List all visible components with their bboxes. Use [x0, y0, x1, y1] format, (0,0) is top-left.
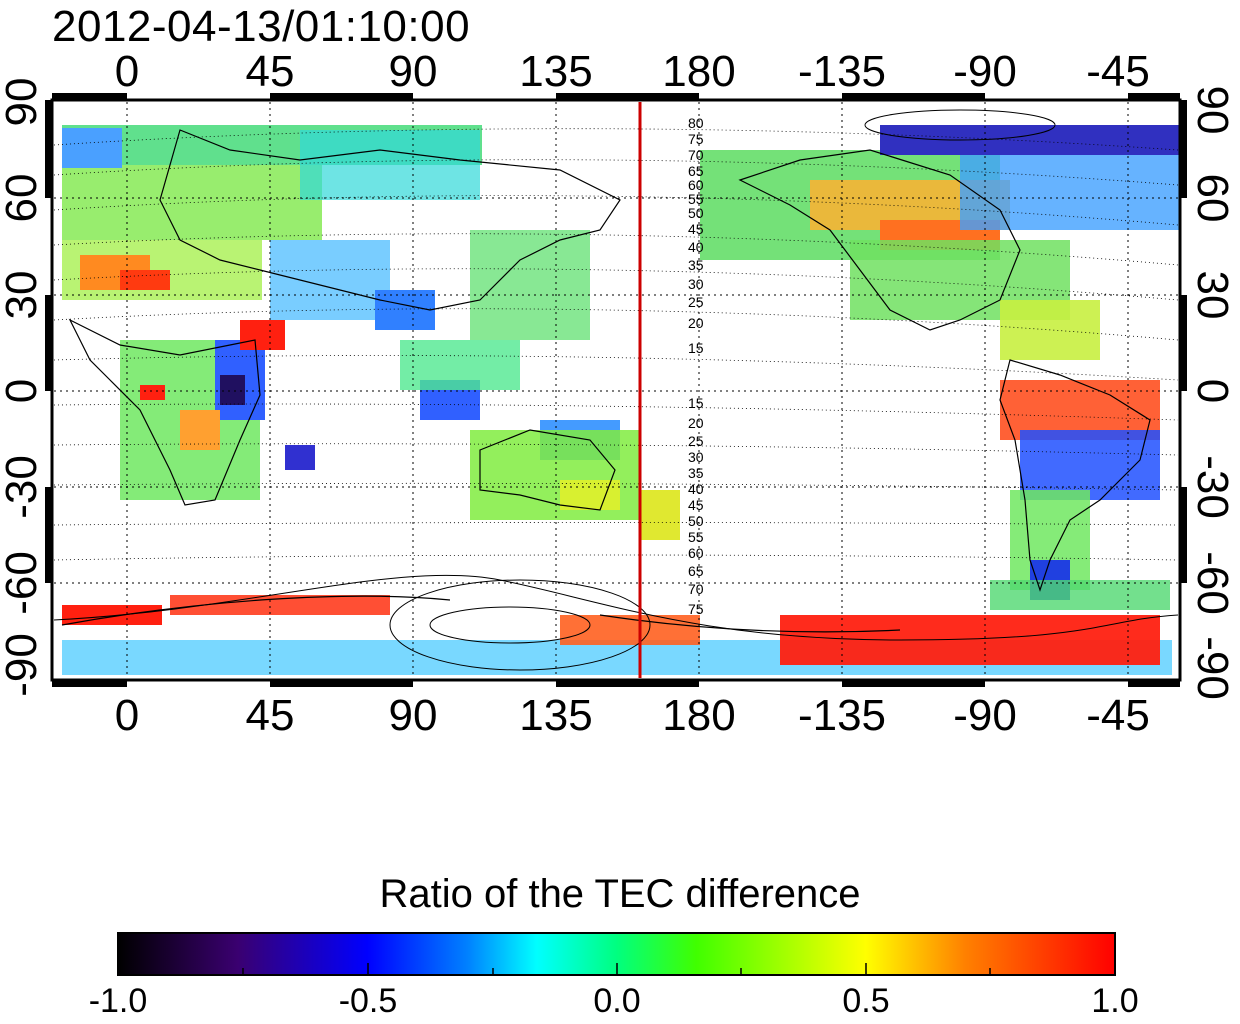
lat-tick-label: 90 [1188, 86, 1237, 135]
lon-tick-label: -90 [953, 47, 1017, 96]
lat-tick-label: -90 [0, 633, 46, 697]
contour-label: 40 [688, 481, 704, 497]
lat-tick-label: -90 [1188, 636, 1237, 700]
contour-label: 60 [688, 177, 704, 193]
lon-tick-label: 0 [115, 47, 139, 96]
contour-label: 70 [688, 147, 704, 163]
left-lat-axis: 90 60 30 0 -30 -60 -90 [0, 78, 46, 697]
lat-tick-label: 30 [1188, 271, 1237, 320]
lon-tick-label: 90 [389, 47, 438, 96]
lon-tick-label: 180 [662, 47, 735, 96]
colorbar-title: Ratio of the TEC difference [379, 872, 861, 916]
contour-label: 80 [688, 115, 704, 131]
lon-tick-label: 45 [246, 47, 295, 96]
lat-tick-label: 60 [1188, 174, 1237, 223]
lat-tick-label: 0 [1188, 379, 1237, 403]
lon-tick-label: 90 [389, 691, 438, 740]
coastlines [61, 129, 1151, 633]
magnetic-latitude-contours [53, 109, 1179, 671]
lat-tick-label: 60 [0, 174, 46, 223]
contour-label: 35 [688, 465, 704, 481]
lat-tick-label: 0 [0, 379, 46, 403]
contour-label: 25 [688, 433, 704, 449]
lon-tick-label: -90 [953, 691, 1017, 740]
contour-label: 15 [688, 395, 704, 411]
lat-tick-label: -60 [1188, 551, 1237, 615]
contour-label: 45 [688, 497, 704, 513]
contour-label: 45 [688, 221, 704, 237]
lon-tick-label: 45 [246, 691, 295, 740]
contour-label: 40 [688, 239, 704, 255]
lon-tick-label: 135 [519, 691, 592, 740]
contour-label: 35 [688, 257, 704, 273]
colorbar-tick-label: 1.0 [1091, 982, 1139, 1020]
contour-label: 75 [688, 131, 704, 147]
contour-label: 70 [688, 581, 704, 597]
timestamp-title: 2012-04-13/01:10:00 [52, 2, 471, 51]
lon-tick-label: 135 [519, 47, 592, 96]
contour-label: 15 [688, 340, 704, 356]
bottom-lon-axis: 0 45 90 135 180 -135 -90 -45 [115, 691, 1150, 740]
contour-label: 50 [688, 205, 704, 221]
lon-tick-label: 180 [662, 691, 735, 740]
lat-tick-label: -30 [1188, 455, 1237, 519]
contour-label: 65 [688, 563, 704, 579]
contour-label: 65 [688, 163, 704, 179]
lon-tick-label: -45 [1086, 47, 1150, 96]
contour-label: 20 [688, 315, 704, 331]
lon-tick-label: -45 [1086, 691, 1150, 740]
contour-label: 55 [688, 191, 704, 207]
lat-tick-label: 30 [0, 271, 46, 320]
tec-data-layer [62, 125, 1180, 675]
contour-labels: 80 75 70 65 60 55 50 45 40 35 30 25 20 1… [688, 115, 704, 617]
colorbar-tick-label: 0.5 [842, 982, 890, 1020]
top-lon-axis: 0 45 90 135 180 -135 -90 -45 [115, 47, 1150, 96]
colorbar-tick-label: -1.0 [88, 982, 148, 1020]
contour-label: 75 [688, 601, 704, 617]
lon-tick-label: 0 [115, 691, 139, 740]
contour-label: 25 [688, 294, 704, 310]
contour-label: 30 [688, 449, 704, 465]
colorbar-tick-label: -0.5 [338, 982, 398, 1020]
contour-label: 55 [688, 529, 704, 545]
contour-label: 50 [688, 513, 704, 529]
axis-frame-bars [45, 93, 1187, 687]
lon-tick-label: -135 [798, 47, 886, 96]
colorbar-tick-label: 0.0 [593, 982, 641, 1020]
map-grid [54, 102, 1178, 678]
right-lat-axis: 90 60 30 0 -30 -60 -90 [1188, 86, 1237, 700]
lat-tick-label: -60 [0, 551, 46, 615]
lat-tick-label: -30 [0, 455, 46, 519]
contour-label: 20 [688, 415, 704, 431]
contour-label: 60 [688, 545, 704, 561]
colorbar-ticks [242, 963, 991, 975]
lat-tick-label: 90 [0, 78, 46, 127]
lon-tick-label: -135 [798, 691, 886, 740]
contour-label: 30 [688, 276, 704, 292]
